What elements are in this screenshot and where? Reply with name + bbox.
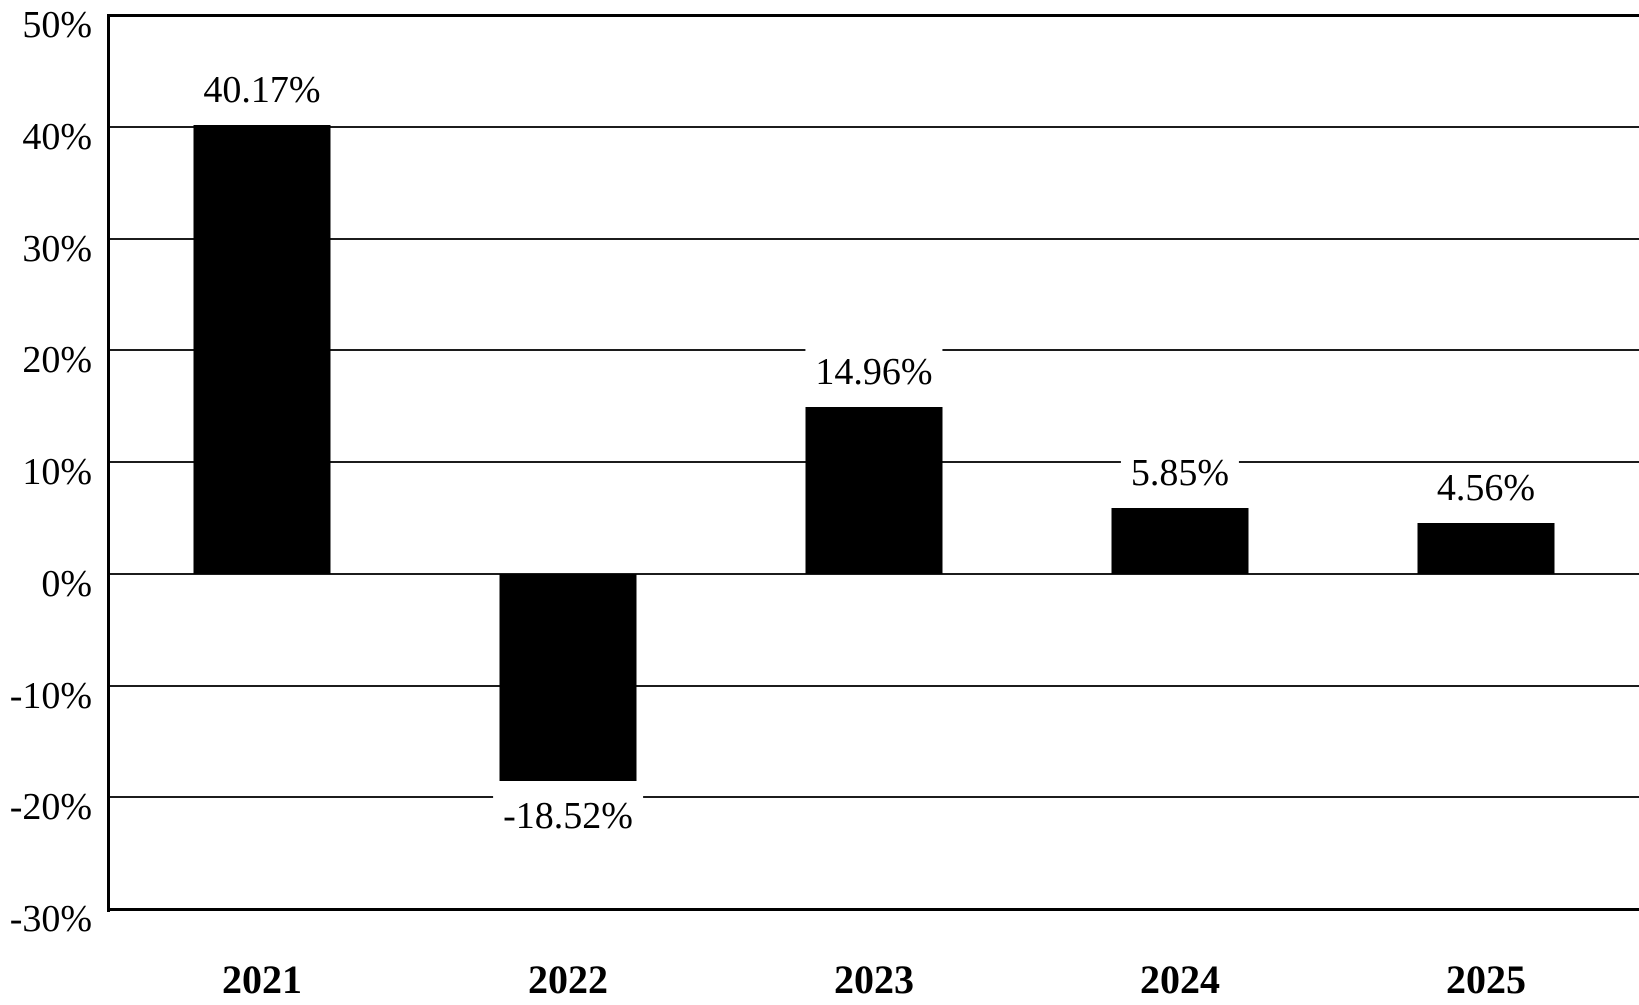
gridline — [109, 684, 1639, 687]
y-tick-label: -10% — [9, 674, 92, 717]
y-tick-label: -30% — [9, 898, 92, 940]
plot-area: 40.17% -18.52% 14.96% 5.85% 4.56% — [107, 13, 1639, 912]
bar-value-label: 5.85% — [1120, 450, 1240, 497]
bar-value-label: 4.56% — [1426, 464, 1546, 511]
gridline — [109, 796, 1639, 799]
gridline — [109, 572, 1639, 575]
y-tick-label: 20% — [22, 339, 92, 382]
y-tick-label: 30% — [22, 227, 92, 270]
y-tick-label: 50% — [22, 4, 92, 46]
x-category-label-2021: 2021 — [222, 957, 302, 1002]
gridline — [109, 237, 1639, 240]
x-axis-category-labels: 2021 2022 2023 2024 2025 — [109, 958, 1639, 1004]
bar-value-label: 14.96% — [805, 348, 943, 395]
bar-2022 — [499, 573, 637, 781]
x-category-label-2024: 2024 — [1140, 957, 1220, 1002]
bar-value-label: -18.52% — [493, 792, 643, 839]
x-category-label-2025: 2025 — [1446, 957, 1526, 1002]
bar-2021 — [193, 124, 331, 574]
y-axis-line — [107, 14, 110, 912]
y-axis-tick-labels: 50% 40% 30% 20% 10% 0% -10% -20% -30% — [0, 5, 92, 939]
gridline — [109, 125, 1639, 128]
y-tick-label: 0% — [41, 562, 92, 605]
y-tick-label: 10% — [22, 451, 92, 493]
y-tick-label: -20% — [9, 786, 92, 829]
x-category-label-2023: 2023 — [834, 957, 914, 1002]
x-category-label-2022: 2022 — [528, 957, 608, 1002]
y-tick-label: 40% — [22, 115, 92, 158]
plot-border-line — [109, 13, 1639, 17]
bar-2024 — [1111, 508, 1249, 574]
plot-border-line — [109, 907, 1639, 911]
bar-value-label: 40.17% — [193, 66, 331, 113]
bar-2023 — [805, 406, 943, 574]
bar-2025 — [1417, 522, 1555, 574]
